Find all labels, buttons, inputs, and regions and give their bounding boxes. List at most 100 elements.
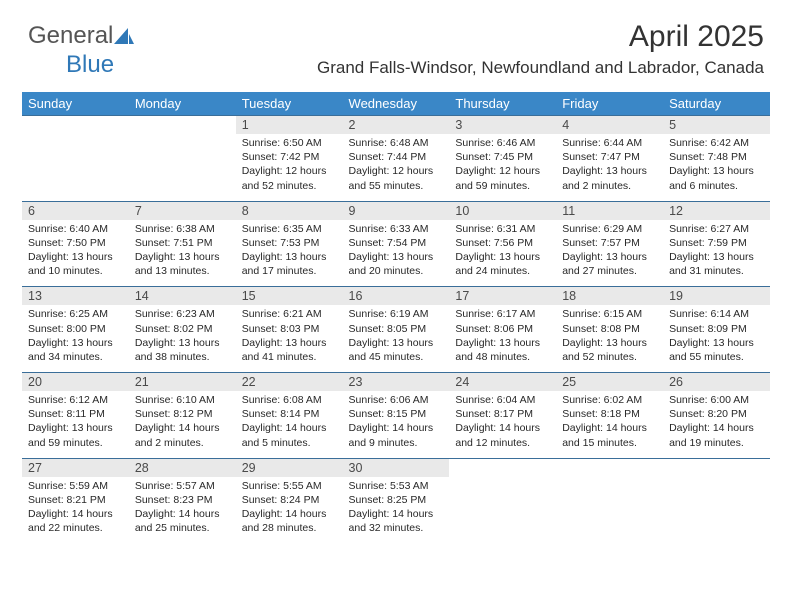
day-number-cell: 5 (663, 116, 770, 135)
day-number-cell: 10 (449, 201, 556, 220)
day-info-cell: Sunrise: 6:27 AMSunset: 7:59 PMDaylight:… (663, 220, 770, 287)
day-info-cell (663, 477, 770, 544)
day-info-row: Sunrise: 6:25 AMSunset: 8:00 PMDaylight:… (22, 305, 770, 372)
daylight-line: Daylight: 14 hours and 12 minutes. (455, 421, 550, 449)
sunrise-line: Sunrise: 6:48 AM (349, 136, 444, 150)
sunset-line: Sunset: 8:09 PM (669, 322, 764, 336)
day-number-cell: 3 (449, 116, 556, 135)
day-info-cell: Sunrise: 6:12 AMSunset: 8:11 PMDaylight:… (22, 391, 129, 458)
day-info-cell: Sunrise: 6:00 AMSunset: 8:20 PMDaylight:… (663, 391, 770, 458)
day-info-cell: Sunrise: 6:25 AMSunset: 8:00 PMDaylight:… (22, 305, 129, 372)
daylight-line: Daylight: 14 hours and 32 minutes. (349, 507, 444, 535)
daylight-line: Daylight: 14 hours and 5 minutes. (242, 421, 337, 449)
daylight-line: Daylight: 13 hours and 13 minutes. (135, 250, 230, 278)
day-info-cell: Sunrise: 6:23 AMSunset: 8:02 PMDaylight:… (129, 305, 236, 372)
day-info-cell: Sunrise: 6:14 AMSunset: 8:09 PMDaylight:… (663, 305, 770, 372)
day-info-cell: Sunrise: 5:57 AMSunset: 8:23 PMDaylight:… (129, 477, 236, 544)
sunset-line: Sunset: 8:24 PM (242, 493, 337, 507)
day-number-cell: 27 (22, 458, 129, 477)
sunrise-line: Sunrise: 6:02 AM (562, 393, 657, 407)
sunrise-line: Sunrise: 6:21 AM (242, 307, 337, 321)
col-monday: Monday (129, 92, 236, 116)
sunset-line: Sunset: 8:20 PM (669, 407, 764, 421)
page-title: April 2025 (28, 20, 764, 54)
sunrise-line: Sunrise: 6:50 AM (242, 136, 337, 150)
day-info-row: Sunrise: 5:59 AMSunset: 8:21 PMDaylight:… (22, 477, 770, 544)
daylight-line: Daylight: 13 hours and 2 minutes. (562, 164, 657, 192)
sunrise-line: Sunrise: 5:53 AM (349, 479, 444, 493)
sunset-line: Sunset: 8:05 PM (349, 322, 444, 336)
day-info-cell: Sunrise: 6:31 AMSunset: 7:56 PMDaylight:… (449, 220, 556, 287)
day-number-row: 27282930 (22, 458, 770, 477)
sunrise-line: Sunrise: 6:23 AM (135, 307, 230, 321)
sunrise-line: Sunrise: 6:29 AM (562, 222, 657, 236)
day-info-cell (449, 477, 556, 544)
day-info-cell: Sunrise: 6:06 AMSunset: 8:15 PMDaylight:… (343, 391, 450, 458)
sunrise-line: Sunrise: 6:19 AM (349, 307, 444, 321)
day-info-cell (556, 477, 663, 544)
sunrise-line: Sunrise: 6:10 AM (135, 393, 230, 407)
day-number-cell (556, 458, 663, 477)
day-info-row: Sunrise: 6:40 AMSunset: 7:50 PMDaylight:… (22, 220, 770, 287)
day-info-cell: Sunrise: 6:33 AMSunset: 7:54 PMDaylight:… (343, 220, 450, 287)
sunrise-line: Sunrise: 6:08 AM (242, 393, 337, 407)
day-info-cell: Sunrise: 6:10 AMSunset: 8:12 PMDaylight:… (129, 391, 236, 458)
daylight-line: Daylight: 13 hours and 6 minutes. (669, 164, 764, 192)
day-info-cell: Sunrise: 6:17 AMSunset: 8:06 PMDaylight:… (449, 305, 556, 372)
sunrise-line: Sunrise: 6:15 AM (562, 307, 657, 321)
sunrise-line: Sunrise: 6:38 AM (135, 222, 230, 236)
weekday-header-row: Sunday Monday Tuesday Wednesday Thursday… (22, 92, 770, 116)
sunset-line: Sunset: 8:25 PM (349, 493, 444, 507)
sunset-line: Sunset: 7:57 PM (562, 236, 657, 250)
day-info-cell (22, 134, 129, 201)
day-info-row: Sunrise: 6:12 AMSunset: 8:11 PMDaylight:… (22, 391, 770, 458)
day-number-cell: 25 (556, 373, 663, 392)
col-sunday: Sunday (22, 92, 129, 116)
day-number-cell: 9 (343, 201, 450, 220)
day-number-cell: 26 (663, 373, 770, 392)
daylight-line: Daylight: 13 hours and 31 minutes. (669, 250, 764, 278)
day-number-cell (129, 116, 236, 135)
col-wednesday: Wednesday (343, 92, 450, 116)
daylight-line: Daylight: 12 hours and 59 minutes. (455, 164, 550, 192)
daylight-line: Daylight: 14 hours and 22 minutes. (28, 507, 123, 535)
day-number-cell: 28 (129, 458, 236, 477)
sunrise-line: Sunrise: 6:35 AM (242, 222, 337, 236)
sunset-line: Sunset: 8:12 PM (135, 407, 230, 421)
sunset-line: Sunset: 7:42 PM (242, 150, 337, 164)
col-thursday: Thursday (449, 92, 556, 116)
day-number-row: 20212223242526 (22, 373, 770, 392)
day-info-cell: Sunrise: 6:42 AMSunset: 7:48 PMDaylight:… (663, 134, 770, 201)
daylight-line: Daylight: 13 hours and 52 minutes. (562, 336, 657, 364)
sunrise-line: Sunrise: 6:25 AM (28, 307, 123, 321)
daylight-line: Daylight: 13 hours and 24 minutes. (455, 250, 550, 278)
sunrise-line: Sunrise: 6:31 AM (455, 222, 550, 236)
location: Grand Falls-Windsor, Newfoundland and La… (28, 58, 764, 78)
sunrise-line: Sunrise: 6:44 AM (562, 136, 657, 150)
calendar-table: Sunday Monday Tuesday Wednesday Thursday… (22, 92, 770, 543)
sunset-line: Sunset: 7:48 PM (669, 150, 764, 164)
day-number-cell: 16 (343, 287, 450, 306)
day-info-cell: Sunrise: 6:21 AMSunset: 8:03 PMDaylight:… (236, 305, 343, 372)
day-info-cell: Sunrise: 6:19 AMSunset: 8:05 PMDaylight:… (343, 305, 450, 372)
day-number-row: 13141516171819 (22, 287, 770, 306)
day-number-cell: 15 (236, 287, 343, 306)
daylight-line: Daylight: 13 hours and 38 minutes. (135, 336, 230, 364)
col-saturday: Saturday (663, 92, 770, 116)
sunset-line: Sunset: 8:17 PM (455, 407, 550, 421)
day-number-cell: 29 (236, 458, 343, 477)
daylight-line: Daylight: 13 hours and 27 minutes. (562, 250, 657, 278)
day-number-cell: 19 (663, 287, 770, 306)
daylight-line: Daylight: 14 hours and 9 minutes. (349, 421, 444, 449)
sunset-line: Sunset: 8:02 PM (135, 322, 230, 336)
logo-text-2: Blue (28, 51, 114, 78)
day-number-row: 12345 (22, 116, 770, 135)
sunset-line: Sunset: 7:54 PM (349, 236, 444, 250)
sunset-line: Sunset: 7:44 PM (349, 150, 444, 164)
sunset-line: Sunset: 7:50 PM (28, 236, 123, 250)
day-info-cell: Sunrise: 6:04 AMSunset: 8:17 PMDaylight:… (449, 391, 556, 458)
sunset-line: Sunset: 8:03 PM (242, 322, 337, 336)
sunset-line: Sunset: 7:59 PM (669, 236, 764, 250)
daylight-line: Daylight: 14 hours and 2 minutes. (135, 421, 230, 449)
col-tuesday: Tuesday (236, 92, 343, 116)
